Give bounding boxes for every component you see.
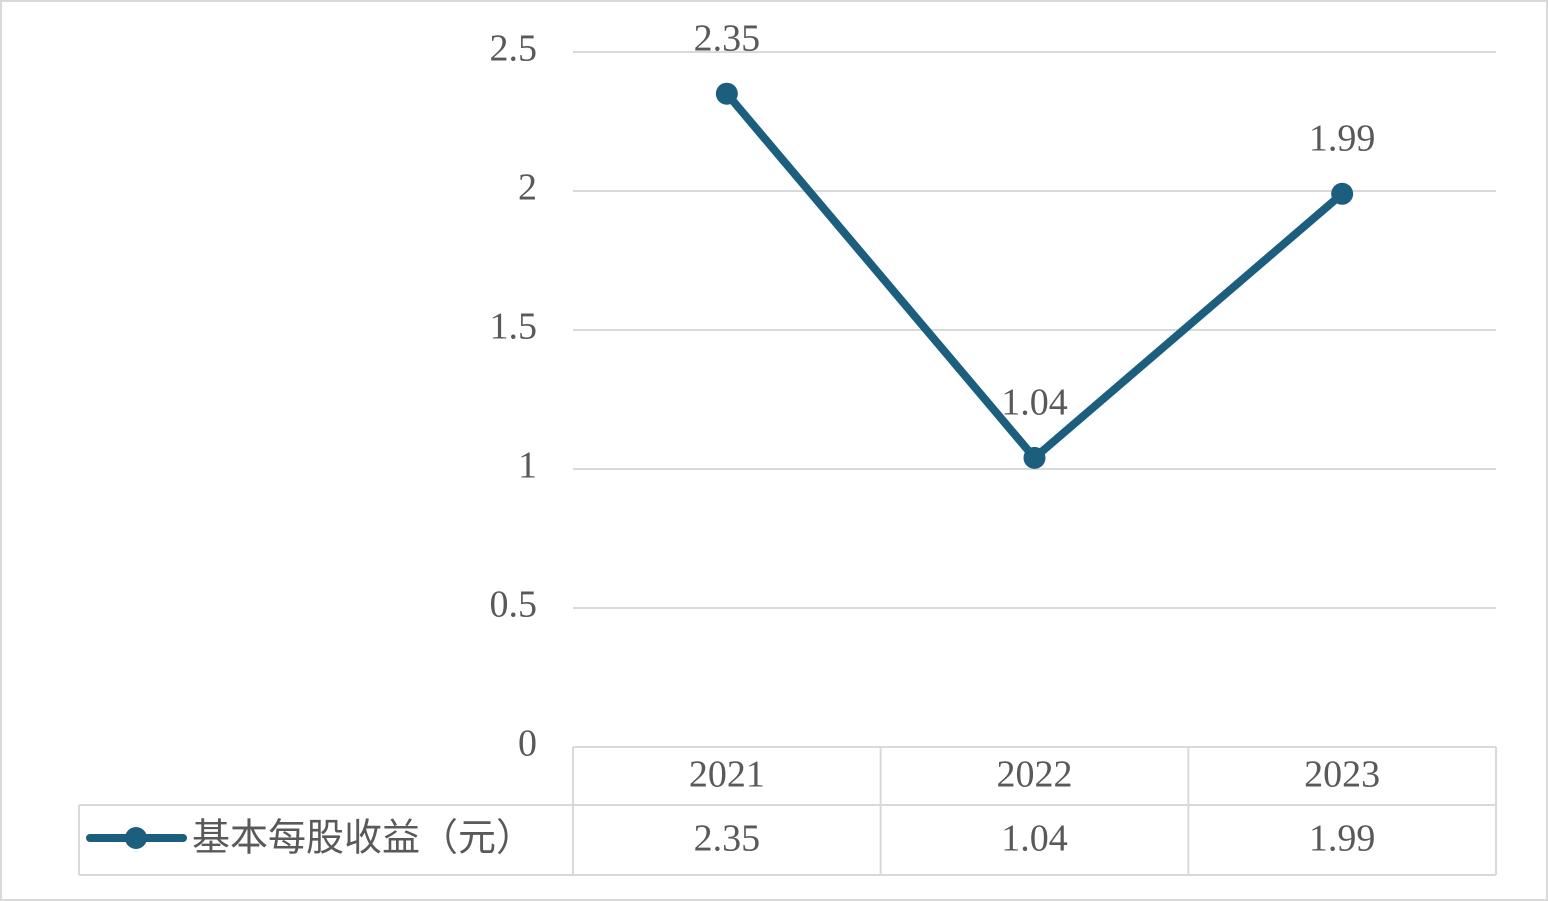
- y-tick-label: 2.5: [490, 28, 538, 70]
- legend-marker: [125, 827, 147, 849]
- table-value: 1.04: [1001, 818, 1068, 860]
- y-tick-label: 1: [518, 445, 537, 487]
- data-label: 1.99: [1309, 117, 1376, 159]
- data-point: [715, 82, 738, 105]
- y-tick-label: 0: [518, 723, 537, 765]
- x-tick-label: 2023: [1304, 754, 1380, 796]
- y-tick-label: 2: [518, 167, 537, 209]
- legend-label: 基本每股收益（元）: [192, 818, 534, 860]
- y-tick-label: 1.5: [490, 306, 538, 348]
- data-point: [1023, 446, 1046, 469]
- x-tick-label: 2021: [689, 754, 765, 796]
- table-value: 2.35: [694, 818, 761, 860]
- y-tick-label: 0.5: [490, 584, 538, 626]
- table-value: 1.99: [1309, 818, 1376, 860]
- data-point: [1331, 182, 1354, 205]
- data-label: 1.04: [1001, 382, 1068, 424]
- data-label: 2.35: [694, 17, 761, 59]
- x-tick-label: 2022: [997, 754, 1073, 796]
